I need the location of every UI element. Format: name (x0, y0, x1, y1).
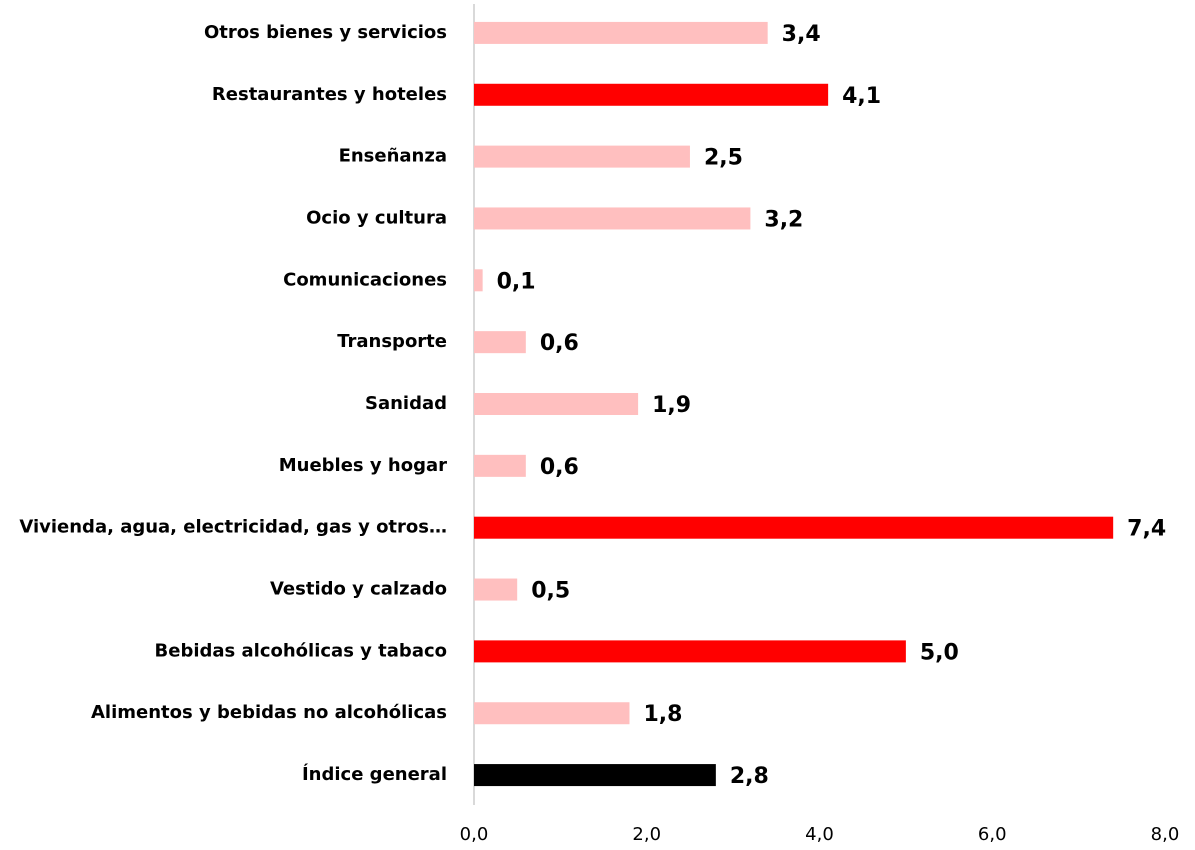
bar (474, 207, 751, 230)
bar (474, 83, 829, 106)
value-label: 4,1 (842, 84, 881, 109)
y-tick-label: Enseñanza (339, 146, 447, 167)
bar (474, 640, 906, 663)
bar (474, 454, 526, 477)
x-tick-label: 8,0 (1151, 824, 1180, 845)
value-label: 2,8 (730, 764, 769, 789)
x-tick-label: 2,0 (632, 824, 661, 845)
value-label: 0,1 (497, 269, 536, 294)
y-tick-label: Transporte (337, 331, 447, 352)
value-label: 1,9 (652, 393, 691, 418)
bar (474, 393, 639, 415)
y-tick-label: Restaurantes y hoteles (212, 84, 447, 105)
bar (474, 145, 690, 168)
bar (474, 331, 526, 354)
value-label: 7,4 (1127, 517, 1166, 542)
bar (474, 269, 483, 292)
y-tick-label: Vivienda, agua, electricidad, gas y otro… (19, 517, 447, 538)
value-label: 2,5 (704, 146, 743, 171)
y-tick-label: Ocio y cultura (306, 207, 447, 228)
value-label: 0,6 (540, 331, 579, 356)
value-label: 3,2 (764, 207, 803, 232)
y-tick-label: Alimentos y bebidas no alcohólicas (91, 702, 447, 723)
value-label: 1,8 (643, 702, 682, 727)
value-label: 0,6 (540, 455, 579, 480)
bar (474, 578, 518, 601)
x-tick-label: 6,0 (978, 824, 1007, 845)
value-label: 5,0 (920, 640, 959, 665)
y-tick-label: Comunicaciones (283, 269, 447, 290)
x-tick-label: 4,0 (805, 824, 834, 845)
value-label: 0,5 (531, 579, 570, 604)
bar (474, 702, 630, 725)
bar (474, 21, 768, 44)
value-label: 3,4 (782, 22, 821, 47)
y-tick-label: Bebidas alcohólicas y tabaco (155, 640, 447, 661)
y-tick-label: Sanidad (365, 393, 447, 414)
x-tick-label: 0,0 (460, 824, 489, 845)
bar (474, 764, 716, 787)
y-tick-label: Vestido y calzado (270, 579, 447, 600)
y-tick-label: Índice general (302, 763, 447, 785)
bar (474, 516, 1114, 539)
y-tick-label: Muebles y hogar (279, 455, 447, 476)
y-tick-label: Otros bienes y servicios (204, 22, 447, 43)
